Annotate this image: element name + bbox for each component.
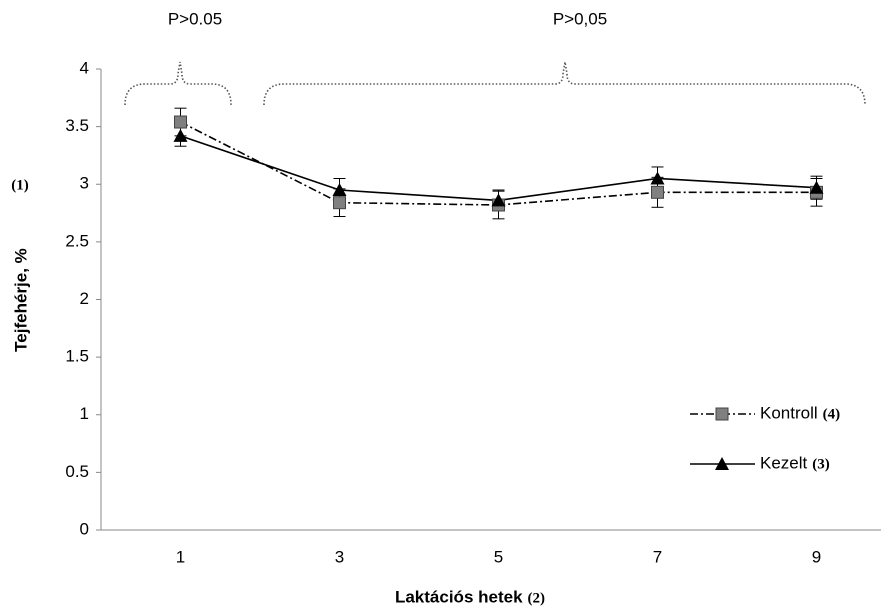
y-tick-label: 3.5 (65, 116, 89, 135)
annotation: P>0.05 (168, 9, 222, 28)
marker (333, 196, 346, 210)
bracket (124, 61, 232, 106)
y-tick-label: 4 (80, 58, 89, 77)
y-tick-label: 0 (80, 519, 89, 538)
y-label-group: Tejfehérje, % (11, 248, 30, 352)
x-axis-label: Laktációs hetek (395, 587, 523, 606)
marker (174, 115, 187, 129)
x-tick-label: 1 (176, 547, 185, 566)
x-tick-label: 7 (653, 547, 662, 566)
x-tick-label: 3 (335, 547, 344, 566)
bracket (263, 61, 866, 106)
y-tick-label: 3 (80, 174, 89, 193)
y-axis-note: (1) (11, 177, 29, 193)
y-tick-label: 1.5 (65, 347, 89, 366)
y-axis-label: Tejfehérje, % (11, 248, 30, 352)
y-tick-label: 2.5 (65, 231, 89, 250)
marker (809, 180, 824, 194)
x-axis-note: (2) (528, 590, 546, 606)
y-tick-label: 2 (80, 289, 89, 308)
annotation: P>0,05 (553, 9, 607, 28)
marker (650, 171, 665, 185)
x-tick-label: 5 (494, 547, 503, 566)
marker (332, 183, 347, 197)
x-tick-label: 9 (812, 547, 821, 566)
y-tick-label: 1 (80, 404, 89, 423)
marker (491, 193, 506, 207)
marker (173, 128, 188, 142)
legend-marker (715, 407, 729, 421)
legend-label: Kontroll (760, 403, 818, 422)
legend-note: (3) (812, 456, 830, 472)
legend-marker (715, 457, 729, 470)
y-tick-label: 0.5 (65, 462, 89, 481)
legend-label: Kezelt (760, 453, 808, 472)
legend-note: (4) (823, 406, 841, 422)
marker (651, 185, 664, 199)
